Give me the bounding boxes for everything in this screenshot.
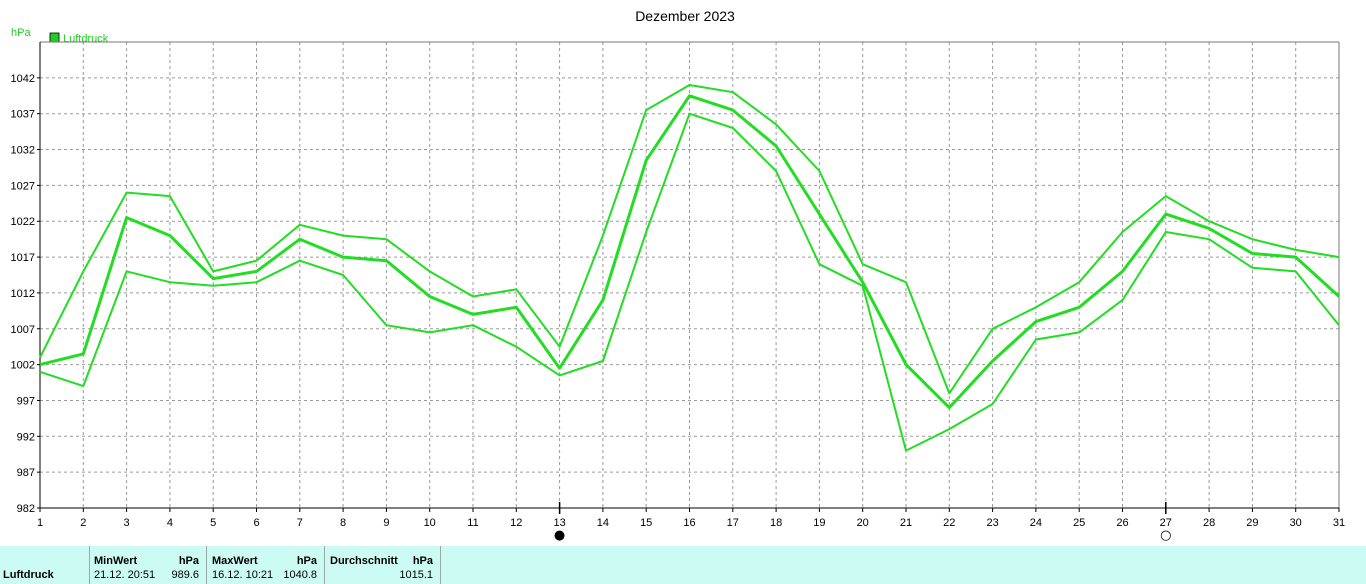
y-tick-label: 1007 [11, 324, 35, 336]
y-tick-label: 1032 [11, 145, 35, 157]
day-marker: ● [554, 528, 565, 543]
x-tick-label: 8 [340, 517, 346, 529]
legend-label: Luftdruck [63, 33, 109, 45]
max-when: 16.12. 10:21 [212, 569, 274, 581]
min-unit: hPa [178, 555, 199, 567]
max-unit: hPa [296, 555, 317, 567]
x-tick-label: 12 [510, 517, 522, 529]
statistics-bar: Luftdruck MinWert hPa 21.12. 20:51 989.6… [0, 546, 1366, 584]
x-tick-label: 31 [1333, 517, 1345, 529]
x-tick-label: 9 [383, 517, 389, 529]
x-tick-label: 4 [167, 517, 173, 529]
y-tick-label: 1017 [11, 252, 35, 264]
x-tick-label: 24 [1030, 517, 1042, 529]
x-tick-label: 13 [553, 517, 565, 529]
x-tick-label: 21 [900, 517, 912, 529]
x-tick-label: 15 [640, 517, 652, 529]
stat-max-cell: MaxWert hPa 16.12. 10:21 1040.8 [207, 546, 325, 584]
series-line-min [39, 112, 1340, 452]
x-tick-label: 18 [770, 517, 782, 529]
x-tick-label: 29 [1246, 517, 1258, 529]
stat-name-cell: Luftdruck [0, 546, 90, 584]
x-tick-label: 26 [1116, 517, 1128, 529]
y-tick-label: 1012 [11, 288, 35, 300]
x-tick-label: 27 [1160, 517, 1172, 529]
x-tick-label: 10 [424, 517, 436, 529]
x-tick-label: 25 [1073, 517, 1085, 529]
stat-avg-cell: Durchschnitt hPa 1015.1 [325, 546, 441, 584]
chart-title: Dezember 2023 [635, 8, 735, 24]
y-tick-label: 1037 [11, 109, 35, 121]
pressure-chart: Dezember 2023 hPa Luftdruck 982987992997… [11, 8, 1346, 543]
x-tick-label: 22 [943, 517, 955, 529]
x-tick-label: 16 [683, 517, 695, 529]
avg-header: Durchschnitt [330, 555, 398, 567]
x-tick-label: 3 [124, 517, 130, 529]
x-tick-label: 17 [727, 517, 739, 529]
series-line-max [39, 84, 1340, 395]
max-value: 1040.8 [283, 569, 317, 581]
y-tick-label: 982 [17, 503, 35, 515]
x-tick-label: 30 [1290, 517, 1302, 529]
x-tick-label: 11 [467, 517, 478, 529]
y-tick-label: 1027 [11, 180, 35, 192]
avg-value: 1015.1 [399, 569, 433, 581]
series-line-avg [39, 94, 1341, 410]
x-tick-label: 28 [1203, 517, 1215, 529]
min-when: 21.12. 20:51 [94, 569, 156, 581]
stat-min-cell: MinWert hPa 21.12. 20:51 989.6 [90, 546, 207, 584]
y-tick-label: 1002 [11, 360, 35, 372]
x-tick-label: 5 [210, 517, 216, 529]
y-tick-label: 987 [17, 467, 35, 479]
y-axis-unit-label: hPa [11, 27, 31, 39]
y-tick-label: 1042 [11, 73, 35, 85]
min-value: 989.6 [171, 569, 199, 581]
x-tick-label: 7 [297, 517, 303, 529]
y-tick-label: 992 [17, 431, 35, 443]
x-tick-label: 2 [80, 517, 86, 529]
day-marker: ○ [1160, 528, 1171, 543]
stat-name: Luftdruck [3, 569, 54, 581]
x-tick-label: 1 [37, 517, 43, 529]
x-tick-label: 23 [986, 517, 998, 529]
x-tick-label: 6 [253, 517, 259, 529]
avg-unit: hPa [412, 555, 433, 567]
x-tick-label: 14 [597, 517, 609, 529]
max-header: MaxWert [212, 555, 258, 567]
y-tick-label: 1022 [11, 216, 35, 228]
legend-swatch [49, 32, 60, 43]
min-header: MinWert [94, 555, 138, 567]
y-tick-label: 997 [17, 395, 35, 407]
x-tick-label: 19 [813, 517, 825, 529]
x-tick-label: 20 [857, 517, 869, 529]
